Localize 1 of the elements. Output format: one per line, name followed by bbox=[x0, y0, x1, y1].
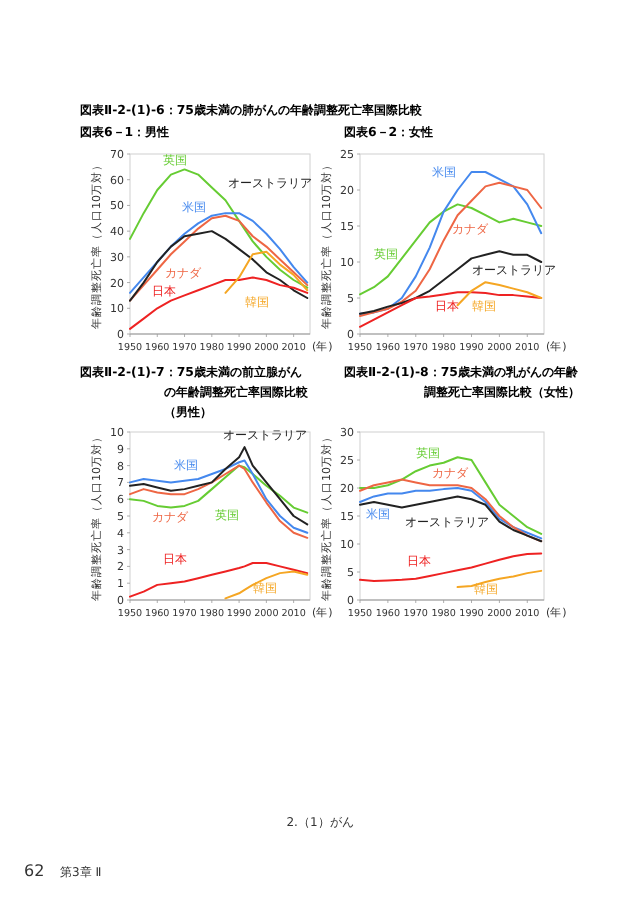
text: 62 bbox=[24, 862, 45, 880]
